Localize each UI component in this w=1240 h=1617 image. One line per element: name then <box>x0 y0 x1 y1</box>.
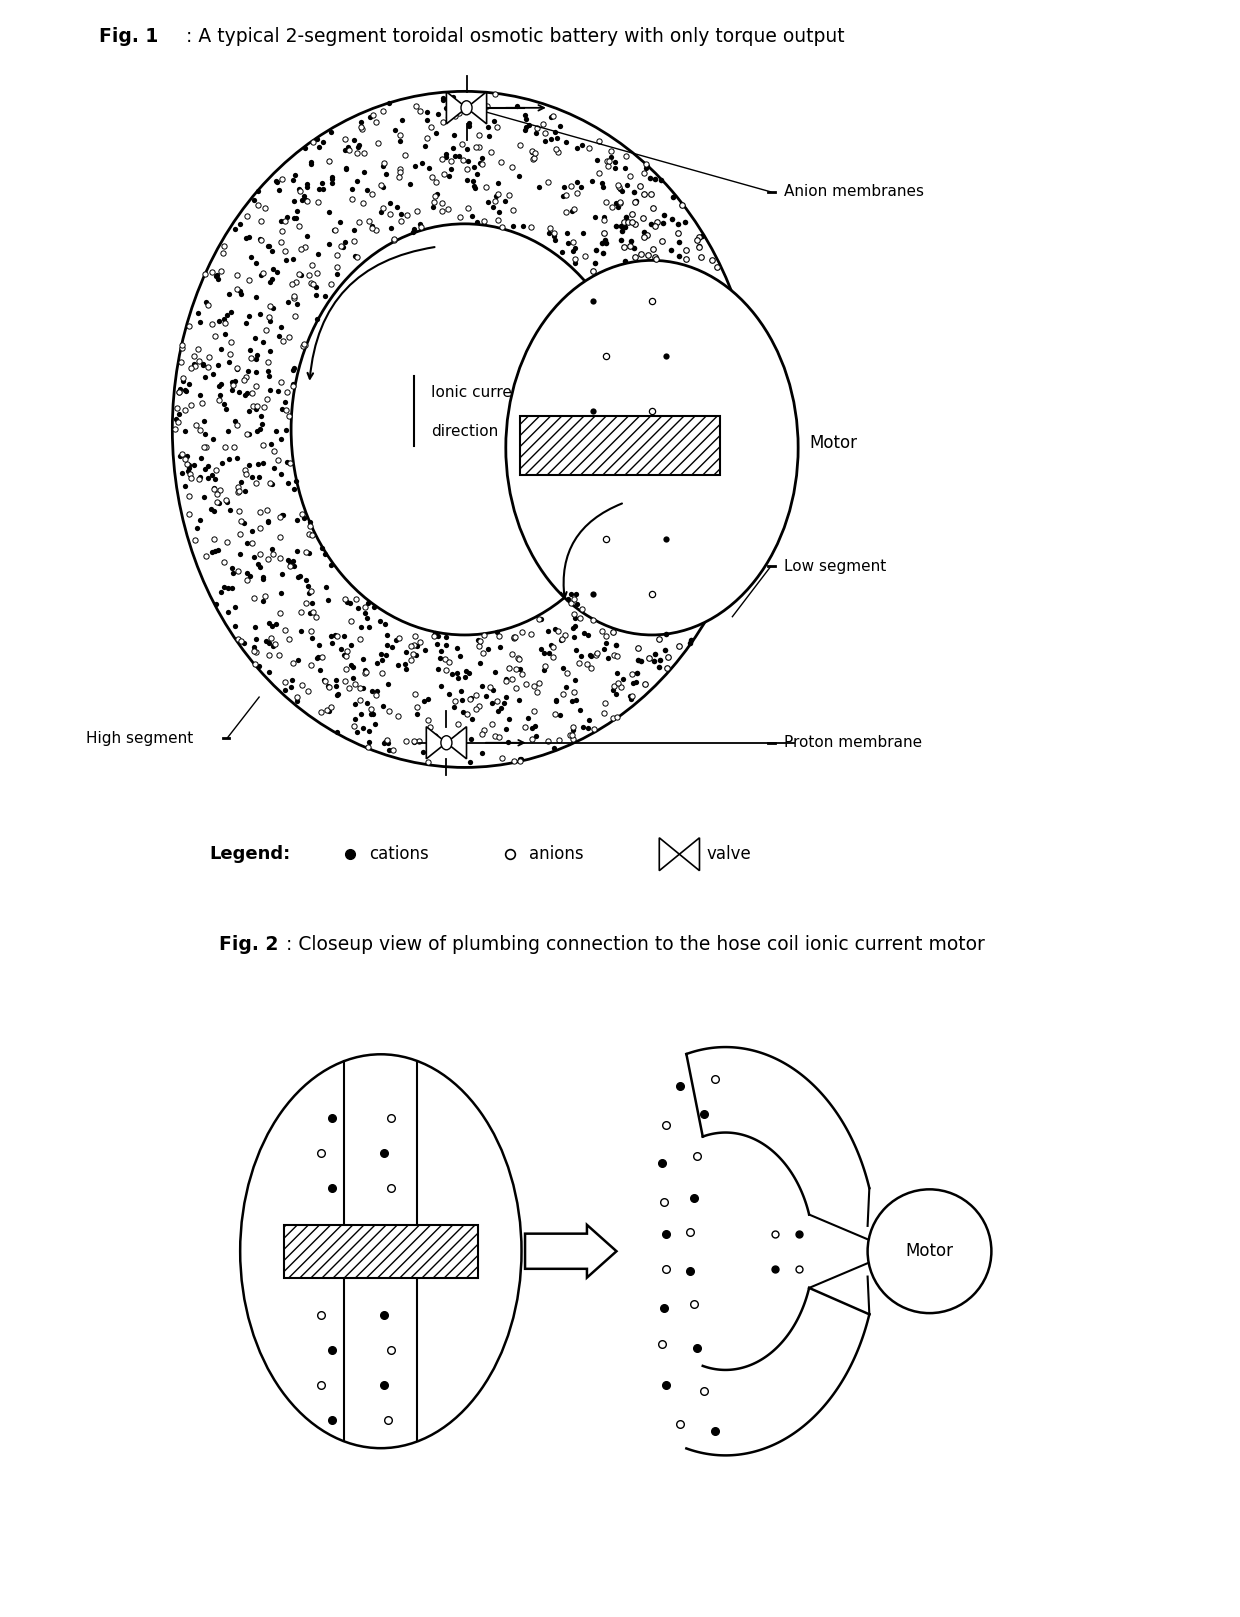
Polygon shape <box>427 726 446 758</box>
Bar <box>284 1224 477 1277</box>
Text: Motor: Motor <box>905 1242 954 1260</box>
Bar <box>284 1224 477 1277</box>
Ellipse shape <box>461 100 472 115</box>
Text: direction: direction <box>430 424 498 438</box>
Polygon shape <box>446 726 466 758</box>
Ellipse shape <box>441 736 451 750</box>
Ellipse shape <box>506 260 799 635</box>
Bar <box>520 416 720 475</box>
Text: Fig. 1: Fig. 1 <box>99 27 159 47</box>
Polygon shape <box>446 92 466 125</box>
Bar <box>520 416 720 475</box>
Polygon shape <box>680 838 699 870</box>
Text: valve: valve <box>707 846 751 863</box>
Text: Low segment: Low segment <box>785 559 887 574</box>
Polygon shape <box>466 92 486 125</box>
Circle shape <box>868 1190 992 1313</box>
Text: : Closeup view of plumbing connection to the hose coil ionic current motor: : Closeup view of plumbing connection to… <box>286 935 985 954</box>
Ellipse shape <box>172 91 758 768</box>
FancyArrow shape <box>525 1224 616 1277</box>
Text: Ionic current: Ionic current <box>430 385 527 401</box>
Text: Fig. 2: Fig. 2 <box>219 935 279 954</box>
Ellipse shape <box>291 223 639 635</box>
Polygon shape <box>660 838 680 870</box>
Text: Legend:: Legend: <box>208 846 290 863</box>
Text: : A typical 2-segment toroidal osmotic battery with only torque output: : A typical 2-segment toroidal osmotic b… <box>186 27 844 47</box>
Text: cations: cations <box>368 846 429 863</box>
Text: Anion membranes: Anion membranes <box>785 184 925 199</box>
Text: anions: anions <box>528 846 583 863</box>
Text: High segment: High segment <box>86 731 192 745</box>
Ellipse shape <box>241 1054 522 1449</box>
Text: Motor: Motor <box>810 433 857 453</box>
Text: Proton membrane: Proton membrane <box>785 736 923 750</box>
